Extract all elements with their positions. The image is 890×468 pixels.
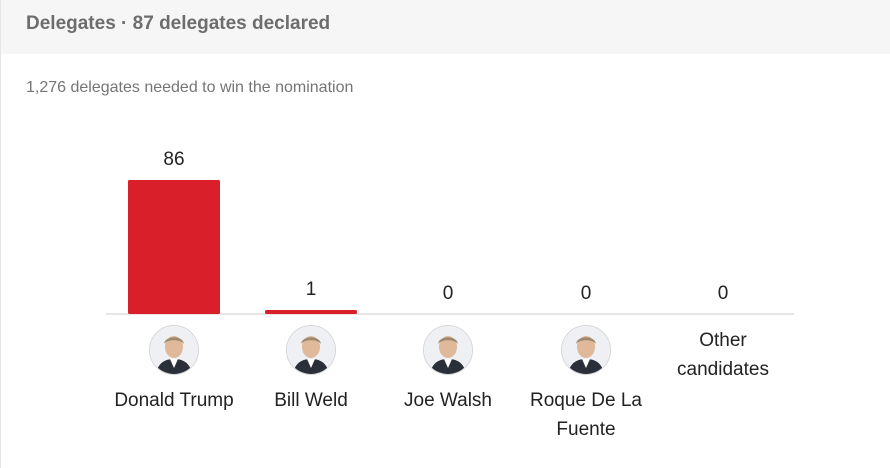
card-header: Delegates · 87 delegates declared [1,0,890,54]
bar-value-label: 0 [718,283,729,304]
candidate-photo-icon [561,325,611,375]
bar-value-label: 0 [443,283,454,304]
bar-value-label: 0 [581,283,592,304]
candidate-name-line2: Fuente [556,419,616,440]
candidate-name: Bill Weld [274,390,348,411]
candidate-name-line2: candidates [677,359,769,380]
bar-0[interactable] [128,180,220,314]
bar-value-label: 86 [163,149,184,170]
candidate-photo-icon [149,325,199,375]
bar-value-label: 1 [306,279,317,300]
candidate-photo-icon [423,325,473,375]
candidate-name: Roque De La [530,390,642,411]
bar-1[interactable] [265,310,357,314]
candidate-name: Donald Trump [114,390,234,411]
subtitle: 1,276 delegates needed to win the nomina… [26,79,354,96]
candidate-name: Joe Walsh [404,390,492,411]
candidate-photo-icon [286,325,336,375]
page-title: Delegates · 87 delegates declared [26,13,331,34]
candidate-name: Other [699,330,747,351]
